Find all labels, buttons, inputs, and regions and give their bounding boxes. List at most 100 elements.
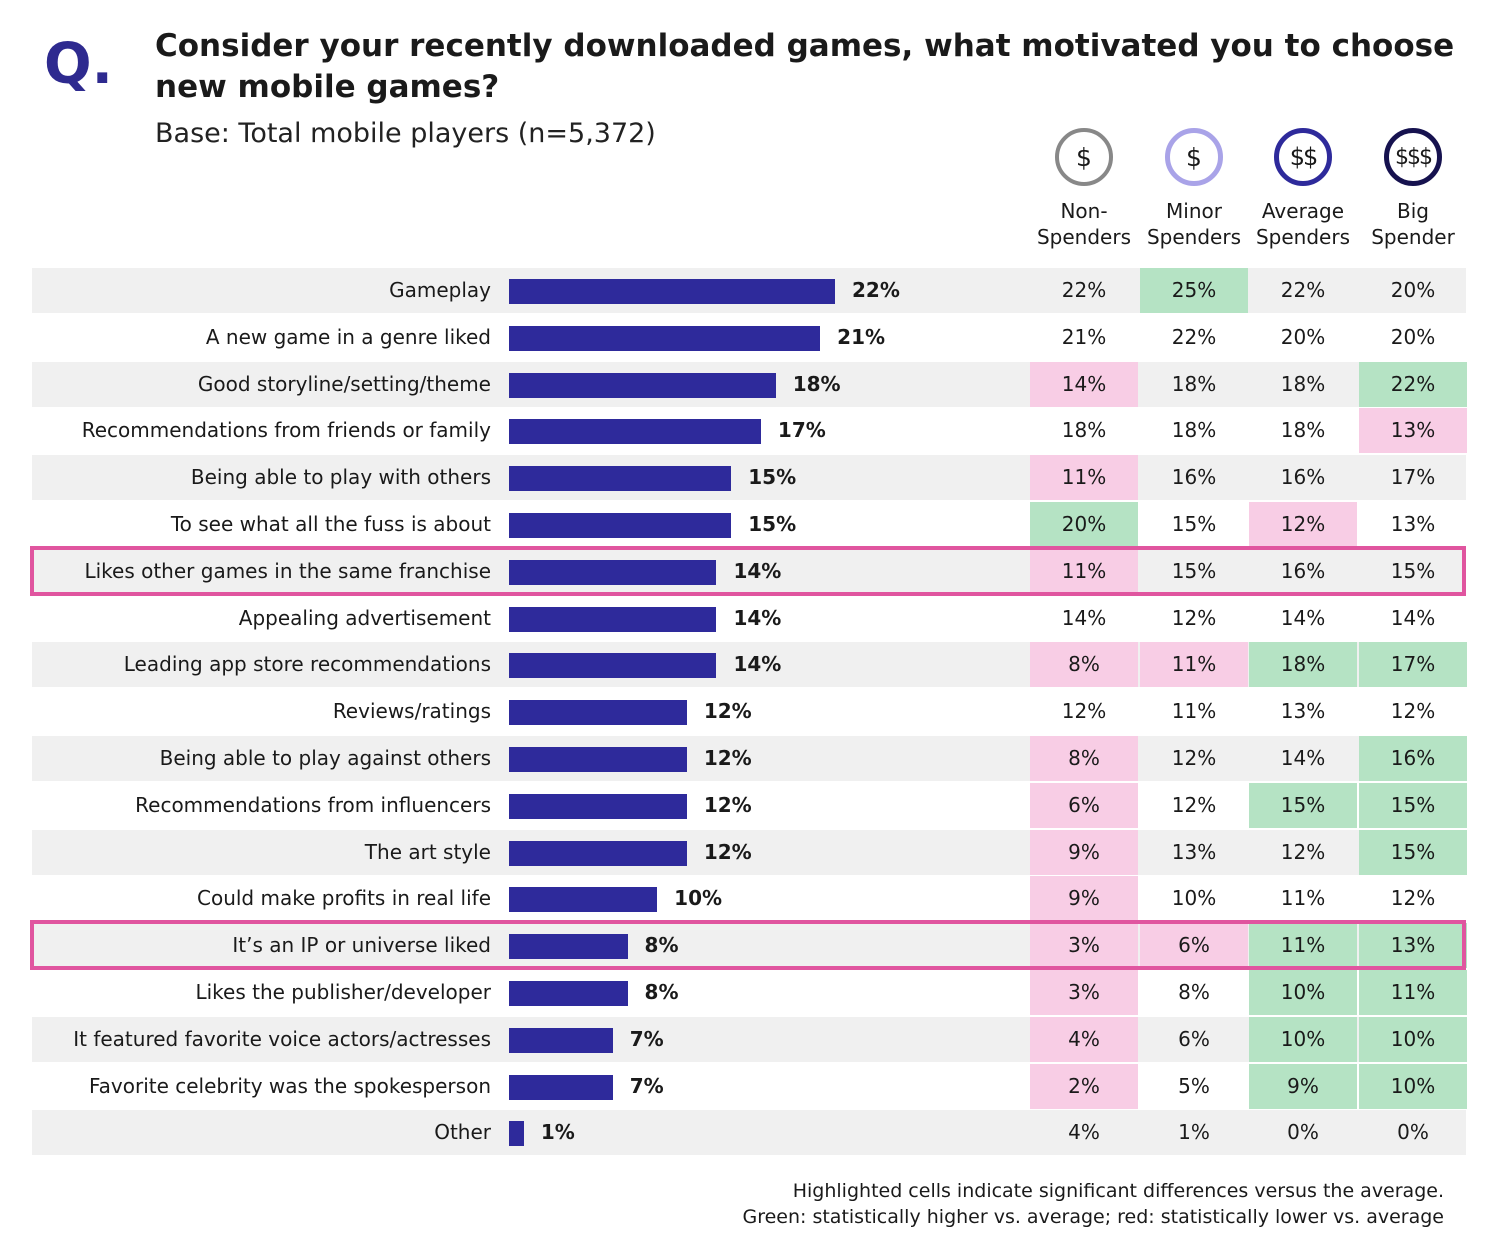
- segment-cell: 20%: [1030, 502, 1138, 547]
- segment-cell: 12%: [1171, 792, 1217, 817]
- double-dollar-icon: $$: [1274, 128, 1332, 186]
- segment-cell: 12%: [1171, 605, 1217, 630]
- segment-cell: 15%: [1359, 782, 1467, 828]
- segment-cell: 15%: [1171, 558, 1217, 583]
- column-name: Big Spender: [1371, 199, 1455, 249]
- bar-value-label: 1%: [540, 1120, 575, 1145]
- bar: [509, 1074, 613, 1100]
- segment-cell: 11%: [1171, 699, 1217, 724]
- segment-cell: 15%: [1359, 829, 1467, 875]
- bar-value-label: 12%: [703, 792, 752, 817]
- bar-value-label: 10%: [674, 886, 723, 911]
- segment-cell: 11%: [1249, 923, 1357, 969]
- category-label: Being able to play with others: [190, 465, 491, 490]
- table-row: The art style 12% 9% 13% 12% 15%: [32, 829, 1467, 875]
- table-row: To see what all the fuss is about 15% 20% 1…: [32, 502, 1466, 547]
- table-row: It featured favorite voice actors/actres…: [32, 1016, 1467, 1062]
- bar: [509, 934, 628, 960]
- footnote-line-2: Green: statistically higher vs. average;…: [742, 1206, 1444, 1228]
- bar: [509, 793, 687, 819]
- bar-value-label: 14%: [733, 652, 782, 677]
- segment-cell: 2%: [1030, 1063, 1138, 1109]
- segment-cell: 20%: [1280, 324, 1326, 349]
- segment-cell: 3%: [1030, 970, 1138, 1015]
- segment-cell: 10%: [1249, 1016, 1357, 1062]
- segment-cell: 13%: [1359, 408, 1467, 454]
- segment-cell: 10%: [1359, 1016, 1467, 1062]
- category-label: Recommendations from friends or family: [81, 418, 491, 443]
- bar-value-label: 21%: [837, 324, 886, 349]
- segment-cell: 4%: [1030, 1016, 1138, 1062]
- table-row: Likes other games in the same franchise 1…: [32, 548, 1466, 594]
- bar-value-label: 22%: [852, 278, 900, 302]
- segment-cell: 20%: [1390, 324, 1436, 349]
- segment-cell: 11%: [1030, 548, 1138, 594]
- table-row: Leading app store recommendations 14% 8% 11…: [32, 642, 1467, 688]
- bar-value-label: 18%: [792, 371, 841, 396]
- segment-cell: 12%: [1390, 699, 1436, 724]
- bar-value-label: 7%: [629, 1026, 664, 1051]
- segment-cell: 11%: [1359, 970, 1467, 1015]
- segment-cell: 18%: [1171, 371, 1217, 396]
- category-label: Likes other games in the same franchise: [84, 558, 491, 583]
- bar: [509, 1027, 613, 1053]
- segment-cell: 25%: [1140, 268, 1248, 313]
- bar-value-label: 12%: [703, 746, 752, 770]
- bar: [509, 279, 835, 304]
- segment-cell: 17%: [1390, 465, 1436, 490]
- table-row: It’s an IP or universe liked 8% 3% 6% 11% 13%: [32, 923, 1467, 969]
- segment-cell: 0%: [1287, 1120, 1319, 1145]
- category-label: It’s an IP or universe liked: [232, 933, 491, 958]
- table-row: Favorite celebrity was the spokesperson 7…: [32, 1063, 1467, 1109]
- segment-cell: 21%: [1061, 324, 1107, 349]
- bar-value-label: 14%: [733, 558, 782, 583]
- bar: [509, 1121, 524, 1147]
- column-header: $$ Average Spenders: [1248, 128, 1358, 250]
- category-label: Favorite celebrity was the spokesperson: [88, 1073, 491, 1098]
- bar: [509, 372, 776, 398]
- segment-cell: 12%: [1171, 746, 1217, 770]
- bar: [509, 466, 732, 492]
- segment-cell: 14%: [1280, 605, 1326, 630]
- segment-cell: 18%: [1280, 371, 1326, 396]
- segment-cell: 8%: [1030, 642, 1138, 688]
- triple-dollar-icon: $$$: [1384, 128, 1442, 186]
- segment-cell: 9%: [1030, 829, 1138, 875]
- footnote-line-1: Highlighted cells indicate significant d…: [792, 1180, 1444, 1202]
- bar: [509, 513, 732, 538]
- segment-cell: 16%: [1280, 465, 1326, 490]
- segment-cell: 4%: [1068, 1120, 1100, 1145]
- bar-value-label: 17%: [777, 418, 826, 443]
- category-label: It featured favorite voice actors/actres…: [73, 1026, 491, 1051]
- segment-cell: 13%: [1390, 512, 1436, 536]
- table-row: Recommendations from influencers 12% 6% 12%…: [32, 782, 1467, 828]
- table-row: Appealing advertisement 14% 14% 12% 14% 14%: [32, 596, 1466, 641]
- segment-cell: 22%: [1171, 324, 1217, 349]
- bar-value-label: 15%: [748, 512, 797, 536]
- bar: [509, 559, 717, 585]
- segment-cell: 11%: [1030, 455, 1138, 501]
- category-label: Recommendations from influencers: [135, 792, 491, 817]
- bar: [509, 840, 687, 866]
- segment-cell: 9%: [1249, 1063, 1357, 1109]
- segment-cell: 20%: [1390, 278, 1436, 302]
- segment-cell: 13%: [1359, 923, 1467, 969]
- table-row: Likes the publisher/developer 8% 3% 8% 10% 11…: [32, 970, 1467, 1015]
- column-name: Minor Spenders: [1146, 199, 1241, 249]
- segment-cell: 22%: [1359, 361, 1467, 407]
- segment-cell: 14%: [1061, 605, 1107, 630]
- bar: [509, 606, 717, 632]
- bar-value-label: 12%: [703, 699, 752, 724]
- category-label: Other: [434, 1120, 491, 1145]
- segment-cell: 22%: [1061, 278, 1107, 302]
- bar-value-label: 8%: [644, 980, 679, 1004]
- segment-cell: 16%: [1359, 736, 1467, 781]
- bar: [509, 653, 717, 679]
- category-label: Could make profits in real life: [197, 886, 491, 911]
- segment-cell: 17%: [1359, 642, 1467, 688]
- bar-value-label: 8%: [644, 933, 679, 958]
- segment-cell: 5%: [1178, 1073, 1210, 1098]
- segment-cell: 1%: [1178, 1120, 1210, 1145]
- category-label: Appealing advertisement: [238, 605, 491, 630]
